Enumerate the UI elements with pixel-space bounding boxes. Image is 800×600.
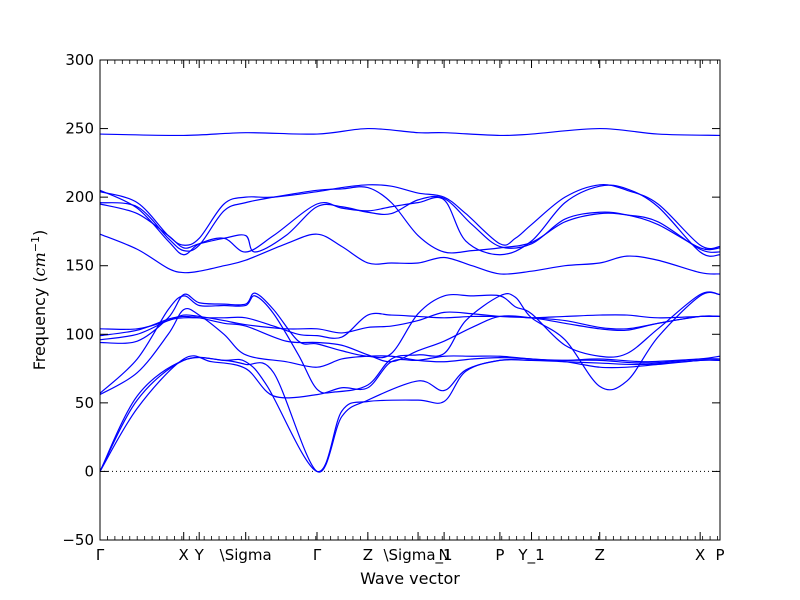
y-axis-label-unit: cm [30,252,49,276]
x-tick-label: \Sigma [220,546,272,564]
x-axis-label: Wave vector [360,569,460,588]
x-tick-label: P [495,546,504,564]
minor-ticks [99,60,718,540]
plot-frame [100,60,720,540]
y-axis-label: Frequency (cm−1) [29,230,49,371]
band-line-15 [99,127,721,137]
y-axis-label-open-paren: ( [30,276,49,287]
y-tick-label: 100 [65,325,94,343]
y-axis-label-unit-power: −1 [29,236,42,252]
y-tick-label: 300 [65,51,94,69]
band-line-3 [99,355,721,472]
y-axis-label-main: Frequency [30,288,49,371]
x-tick-label: Γ [96,546,105,564]
band-line-12 [99,183,721,250]
y-axis-label-close-paren: ) [30,230,49,236]
x-tick-label: \Sigma_1 [383,546,452,565]
x-tick-label: Z [363,546,373,564]
band-line-14 [99,186,721,254]
band-line-5 [99,291,721,394]
plot-border [99,59,721,541]
y-ticks: −50 0 50 100 150 200 250 300 [62,51,720,549]
band-line-10 [99,233,721,275]
band-line-4 [99,307,721,396]
y-tick-label: 250 [65,120,94,138]
band-line-13 [99,184,721,257]
band-line-9 [99,315,721,363]
y-tick-label: −50 [62,531,94,549]
y-tick-label: 200 [65,188,94,206]
y-tick-label: 150 [65,257,94,275]
band-line-8 [99,311,721,334]
x-tick-label: P [715,546,724,564]
series-group [99,127,721,473]
x-tick-label: Y [194,546,205,564]
y-tick-label: 50 [75,394,94,412]
x-tick-label: X [695,546,705,564]
x-tick-label: Γ [313,546,322,564]
x-tick-label: X [179,546,189,564]
band-line-2 [99,355,721,473]
band-line-6 [99,291,721,359]
x-tick-label: Y_1 [517,546,544,565]
x-tick-label: N [438,546,449,564]
y-tick-label: 0 [84,462,94,480]
x-tick-label: Z [595,546,605,564]
